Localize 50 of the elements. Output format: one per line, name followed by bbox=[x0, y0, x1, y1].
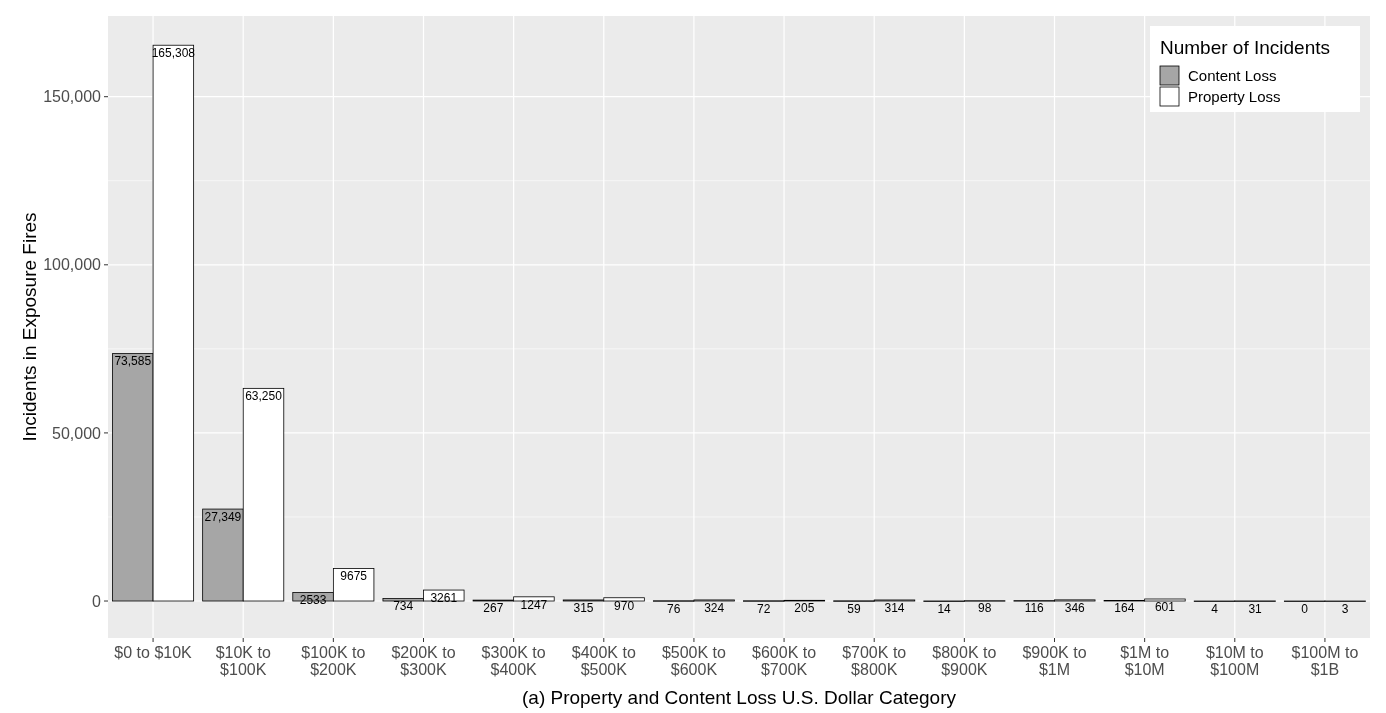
data-label: 3261 bbox=[430, 590, 458, 605]
data-label: 314 bbox=[884, 600, 905, 615]
data-label: 9675 bbox=[340, 569, 368, 584]
x-tick-label: $300K to $400K bbox=[481, 644, 546, 678]
y-tick-label: 0 bbox=[92, 592, 102, 610]
data-label: 2533 bbox=[299, 593, 327, 608]
data-label: 98 bbox=[977, 601, 992, 616]
x-tick-label: $600K to $700K bbox=[752, 644, 817, 678]
legend-title: Number of Incidents bbox=[1160, 37, 1331, 58]
data-label: 734 bbox=[393, 599, 414, 614]
x-tick-label: $700K to $800K bbox=[842, 644, 907, 678]
x-tick-label: $10M to $100M bbox=[1205, 644, 1264, 678]
data-label: 970 bbox=[614, 598, 635, 613]
data-label: 0 bbox=[1301, 601, 1309, 616]
data-label: 315 bbox=[573, 600, 594, 615]
x-tick-label: $800K to $900K bbox=[932, 644, 997, 678]
data-label: 346 bbox=[1064, 600, 1086, 615]
data-label: 1247 bbox=[520, 597, 548, 612]
x-tick-label: $400K to $500K bbox=[571, 644, 636, 678]
data-label: 72 bbox=[757, 601, 771, 616]
data-label: 76 bbox=[666, 601, 681, 616]
x-tick-label: $900K to $1M bbox=[1022, 644, 1087, 678]
x-tick-label: $100M to $1B bbox=[1291, 644, 1359, 678]
data-label: 267 bbox=[483, 600, 504, 615]
data-label: 73,585 bbox=[114, 354, 152, 369]
data-label: 31 bbox=[1248, 601, 1263, 616]
data-label: 324 bbox=[704, 600, 725, 615]
data-label: 63,250 bbox=[245, 389, 283, 404]
data-label: 14 bbox=[937, 601, 952, 616]
x-tick-label: $1M to $10M bbox=[1120, 644, 1170, 678]
legend-label: Content Loss bbox=[1188, 67, 1277, 85]
data-label: 601 bbox=[1154, 599, 1176, 614]
data-label: 4 bbox=[1211, 601, 1219, 616]
legend-label: Property Loss bbox=[1188, 88, 1281, 106]
y-axis-title: Incidents in Exposure Fires bbox=[19, 212, 40, 442]
x-axis-title: (a) Property and Content Loss U.S. Dollar Category bbox=[521, 687, 957, 708]
data-label: 27,349 bbox=[204, 509, 242, 524]
x-tick-label: $500K to $600K bbox=[661, 644, 727, 678]
data-label: 116 bbox=[1024, 601, 1045, 616]
y-tick-label: 50,000 bbox=[52, 424, 102, 442]
y-tick-label: 100,000 bbox=[43, 256, 102, 274]
x-tick-label: $100K to $200K bbox=[301, 644, 366, 678]
x-tick-label: $10K to $100K bbox=[215, 644, 271, 678]
x-tick-label: $0 to $10K bbox=[114, 644, 193, 661]
data-label: 164 bbox=[1114, 601, 1135, 616]
data-label: 3 bbox=[1341, 601, 1349, 616]
data-label: 59 bbox=[847, 601, 861, 616]
data-label: 205 bbox=[794, 601, 815, 616]
x-tick-label: $200K to $300K bbox=[391, 644, 456, 678]
y-tick-label: 150,000 bbox=[43, 88, 102, 106]
